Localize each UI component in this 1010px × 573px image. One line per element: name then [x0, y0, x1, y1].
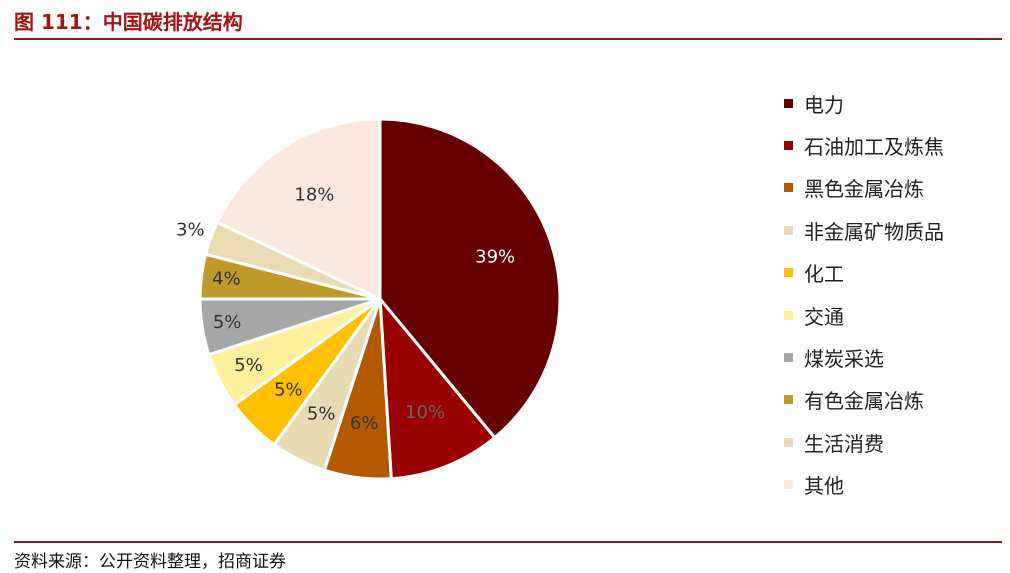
- legend-label: 非金属矿物质品: [804, 219, 944, 244]
- legend-swatch: [784, 437, 793, 447]
- legend-label: 化工: [804, 262, 844, 287]
- source-note: 资料来源：公开资料整理，招商证券: [14, 552, 286, 572]
- slice-data-label: 3%: [176, 220, 205, 241]
- legend-swatch: [784, 183, 793, 193]
- legend-item: 煤炭采选: [784, 336, 944, 378]
- slice-data-label: 6%: [350, 413, 379, 434]
- legend-item: 化工: [784, 252, 944, 294]
- legend-swatch: [784, 225, 793, 235]
- pie-slice: [215, 117, 382, 302]
- slice-data-label: 5%: [234, 355, 263, 376]
- legend-item: 生活消费: [784, 421, 944, 463]
- chart-legend: 电力石油加工及炼焦 黑色金属冶炼 非金属矿物质品 化工交通煤炭采选有色金属冶炼 生活消费…: [784, 82, 944, 506]
- legend-label: 煤炭采选: [804, 347, 884, 372]
- legend-label: 有色金属冶炼: [804, 389, 924, 414]
- legend-swatch: [784, 480, 793, 490]
- legend-label: 电力: [804, 92, 844, 117]
- pie-chart: 39%10%6%5%5%5%5%4%3%18%: [176, 117, 562, 481]
- legend-label: 石油加工及炼焦: [804, 135, 944, 160]
- footer-divider: [14, 541, 1002, 543]
- legend-item: 有色金属冶炼: [784, 379, 944, 421]
- pie-slice: [378, 294, 497, 481]
- legend-label: 其他: [804, 474, 844, 499]
- figure-title: 图 111：中国碳排放结构: [14, 10, 243, 34]
- slice-data-label: 39%: [475, 247, 515, 268]
- legend-swatch: [784, 353, 793, 363]
- legend-label: 生活消费: [804, 431, 884, 456]
- legend-label: 交通: [804, 304, 844, 329]
- slice-data-label: 10%: [405, 402, 445, 423]
- legend-item: 交通: [784, 294, 944, 336]
- slice-data-label: 18%: [294, 185, 334, 206]
- legend-swatch: [784, 395, 793, 405]
- legend-item: 黑色金属冶炼: [784, 167, 944, 209]
- legend-label: 黑色金属冶炼: [804, 177, 924, 202]
- legend-item: 电力: [784, 82, 944, 124]
- legend-item: 石油加工及炼焦: [784, 124, 944, 166]
- legend-swatch: [784, 141, 793, 151]
- legend-swatch: [784, 268, 793, 278]
- legend-swatch: [784, 98, 793, 108]
- slice-data-label: 5%: [213, 312, 242, 333]
- slice-data-label: 5%: [307, 403, 336, 424]
- legend-item: 其他: [784, 464, 944, 506]
- pie-slice: [378, 117, 562, 440]
- slice-data-label: 4%: [212, 269, 241, 290]
- legend-item: 非金属矿物质品: [784, 209, 944, 251]
- legend-swatch: [784, 310, 793, 320]
- slice-data-label: 5%: [274, 380, 303, 401]
- title-divider: [14, 38, 1002, 40]
